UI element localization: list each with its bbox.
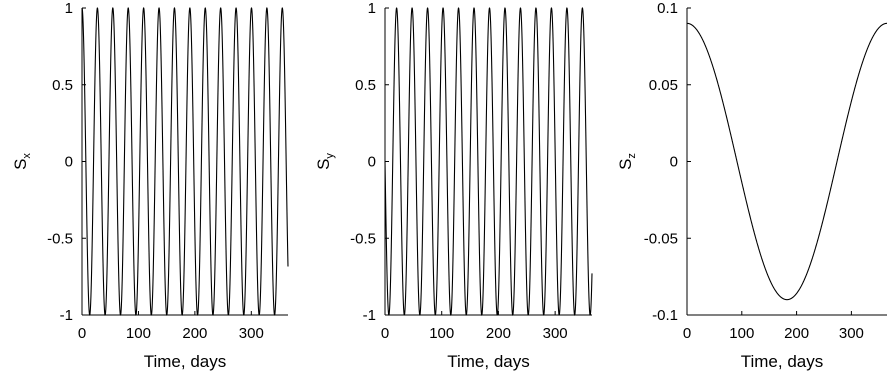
x-tick-label: 100 bbox=[429, 325, 454, 342]
y-tick-label: 0.5 bbox=[355, 77, 376, 94]
y-tick-label: -0.1 bbox=[652, 307, 678, 324]
y-tick-label: 0.5 bbox=[52, 77, 73, 94]
y-tick-label: 0 bbox=[368, 154, 376, 171]
x-tick-label: 200 bbox=[486, 325, 511, 342]
y-tick-label: 0.05 bbox=[649, 77, 678, 94]
x-tick-label: 0 bbox=[683, 325, 691, 342]
y-tick-label: -1 bbox=[363, 307, 376, 324]
y-tick-label: 1 bbox=[65, 0, 73, 17]
x-tick-label: 200 bbox=[182, 325, 207, 342]
x-tick-label: 100 bbox=[729, 325, 754, 342]
x-tick-label: 300 bbox=[543, 325, 568, 342]
y-axis-label: Sx bbox=[11, 153, 33, 170]
x-tick-label: 0 bbox=[78, 325, 86, 342]
x-tick-label: 200 bbox=[784, 325, 809, 342]
x-tick-label: 0 bbox=[381, 325, 389, 342]
x-axis-label: Time, days bbox=[741, 352, 824, 371]
y-tick-label: -1 bbox=[60, 307, 73, 324]
y-axis-label: Sz bbox=[616, 153, 638, 170]
y-tick-label: 0 bbox=[65, 154, 73, 171]
chart-panel-3: -0.1 -0.05 0 0.05 0.1 0 100 200 300 Time, days Sz bbox=[616, 0, 887, 371]
y-tick-label: -0.05 bbox=[644, 230, 678, 247]
chart-panel-2: -1 -0.5 0 0.5 1 0 100 200 300 Time, days Sy bbox=[314, 0, 593, 371]
x-tick-label: 300 bbox=[839, 325, 864, 342]
x-axis-label: Time, days bbox=[144, 352, 227, 371]
x-tick-label: 300 bbox=[239, 325, 264, 342]
y-tick-label: -0.5 bbox=[350, 230, 376, 247]
x-tick-label: 100 bbox=[126, 325, 151, 342]
series-line bbox=[687, 22, 887, 301]
y-tick-label: 1 bbox=[368, 0, 376, 17]
y-tick-label: 0 bbox=[670, 154, 678, 171]
series-line bbox=[384, 7, 593, 316]
y-tick-label: 0.1 bbox=[657, 0, 678, 17]
chart-panel-1: -1 -0.5 0 0.5 1 0 100 200 300 Time, days Sx bbox=[11, 0, 289, 371]
x-axis-label: Time, days bbox=[447, 352, 530, 371]
y-axis-label: Sy bbox=[314, 153, 336, 170]
y-tick-label: -0.5 bbox=[47, 230, 73, 247]
series-line bbox=[81, 7, 289, 316]
